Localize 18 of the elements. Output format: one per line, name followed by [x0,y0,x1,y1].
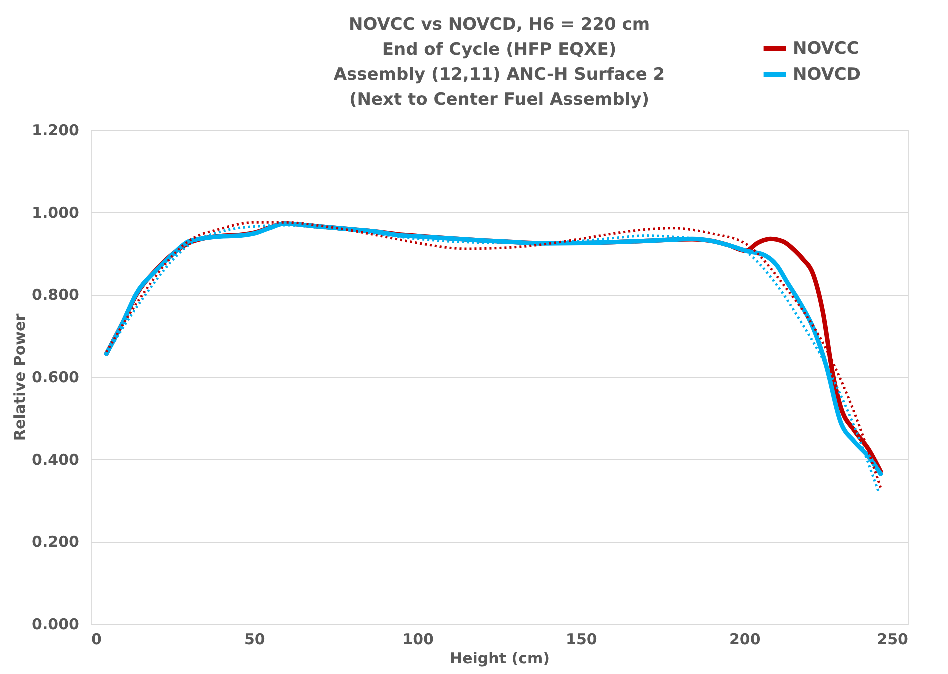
x-tick-label: 200 [729,630,761,648]
x-axis-title: Height (cm) [450,650,550,668]
y-tick-label: 0.800 [32,286,80,304]
y-tick-label: 0.000 [32,616,80,634]
legend-label: NOVCC [793,39,860,59]
x-tick-label: 50 [244,630,266,648]
y-axis-title: Relative Power [11,313,30,442]
x-tick-label: 250 [877,630,908,648]
chart-title: NOVCC vs NOVCD, H6 = 220 cm End of Cycle (HFP EQXE) Assembly (12,11) ANC-H Surface 2 (Next to Center Fuel Assembly) [334,15,666,110]
y-tick-label: 0.600 [32,368,80,386]
y-tick-label: 1.000 [32,204,80,222]
legend-label: NOVCD [793,65,861,85]
y-tick-label: 1.200 [32,122,80,140]
x-tick-label: 150 [566,630,598,648]
x-tick-label: 0 [92,630,102,648]
x-tick-label: 100 [402,630,434,648]
y-tick-label: 0.400 [32,450,80,469]
y-tick-label: 0.200 [32,533,80,552]
